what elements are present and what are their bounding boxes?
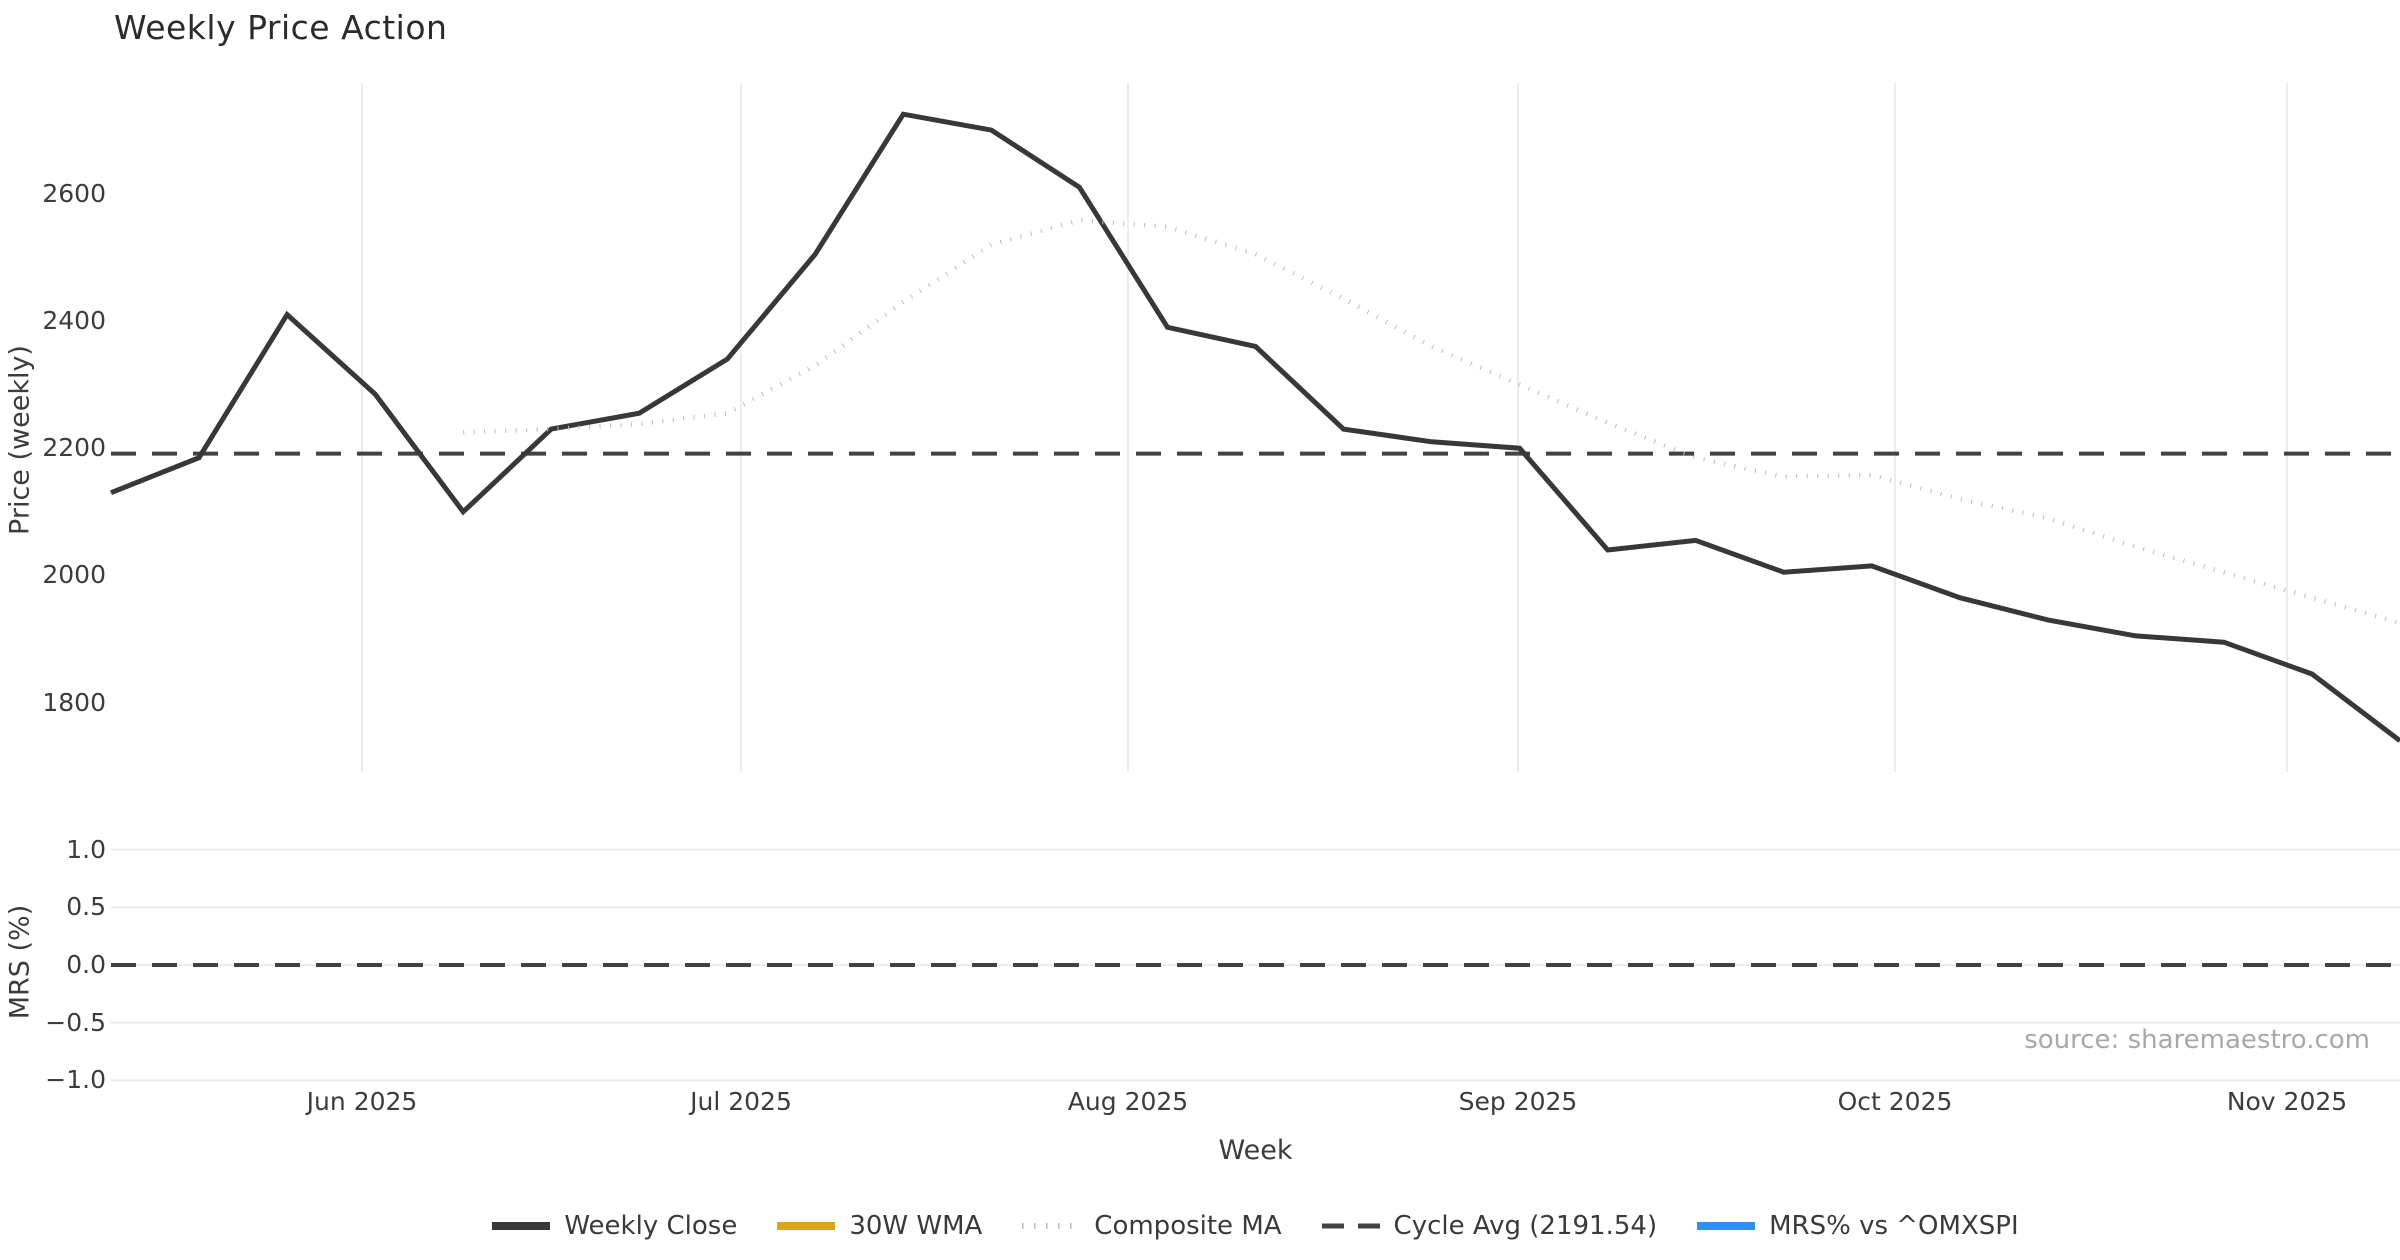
mrs-tick-label: −0.5: [45, 1008, 106, 1037]
composite-ma-line: [463, 218, 2400, 626]
mrs-tick-label: −1.0: [45, 1065, 106, 1094]
chart-legend: Weekly Close 30W WMA Composite MA Cycle Avg…: [111, 1203, 2400, 1249]
mrs-tick-label: 0.5: [66, 892, 106, 921]
legend-item-30w-wma: 30W WMA: [777, 1211, 982, 1241]
mrs-tick-label: 0.0: [66, 950, 106, 979]
week-axis-label: Week: [1218, 1135, 1293, 1166]
month-tick-label: Aug 2025: [1067, 1087, 1189, 1116]
legend-item-composite-ma: Composite MA: [1022, 1211, 1282, 1241]
legend-item-label: Weekly Close: [564, 1211, 738, 1241]
price-tick-label: 2400: [42, 306, 106, 335]
legend-item-mrs-vs-omxspi: MRS% vs ^OMXSPI: [1697, 1211, 2019, 1241]
composite-ma-swatch: [1022, 1223, 1081, 1229]
month-tick-label: Jul 2025: [690, 1087, 792, 1116]
month-tick-label: Oct 2025: [1837, 1087, 1953, 1116]
month-tick-label: Jun 2025: [306, 1087, 418, 1116]
weekly-close-swatch: [492, 1222, 551, 1230]
cycle-avg-2191-54-swatch: [1321, 1223, 1380, 1229]
legend-item-weekly-close: Weekly Close: [492, 1211, 737, 1241]
chart-title: Weekly Price Action: [114, 8, 448, 47]
30w-wma-swatch: [777, 1222, 836, 1230]
price-tick-label: 1800: [42, 688, 106, 717]
legend-item-cycle-avg-2191-54: Cycle Avg (2191.54): [1321, 1211, 1658, 1241]
price-axis-label: Price (weekly): [4, 345, 36, 535]
month-tick-label: Sep 2025: [1458, 1087, 1578, 1116]
mrs-vs-omxspi-swatch: [1697, 1222, 1756, 1230]
legend-item-label: 30W WMA: [849, 1211, 983, 1241]
mrs-tick-label: 1.0: [66, 835, 106, 864]
price-tick-label: 2000: [42, 560, 106, 589]
price-tick-label: 2600: [42, 179, 106, 208]
legend-item-label: Composite MA: [1094, 1211, 1282, 1241]
mrs-axis-label: MRS (%): [4, 904, 36, 1020]
source-note: source: sharemaestro.com: [2024, 1025, 2370, 1055]
weekly-close-line: [110, 111, 2400, 743]
legend-item-label: Cycle Avg (2191.54): [1393, 1211, 1658, 1241]
price-tick-label: 2200: [42, 433, 106, 462]
month-tick-label: Nov 2025: [2226, 1087, 2348, 1116]
legend-item-label: MRS% vs ^OMXSPI: [1769, 1211, 2019, 1241]
